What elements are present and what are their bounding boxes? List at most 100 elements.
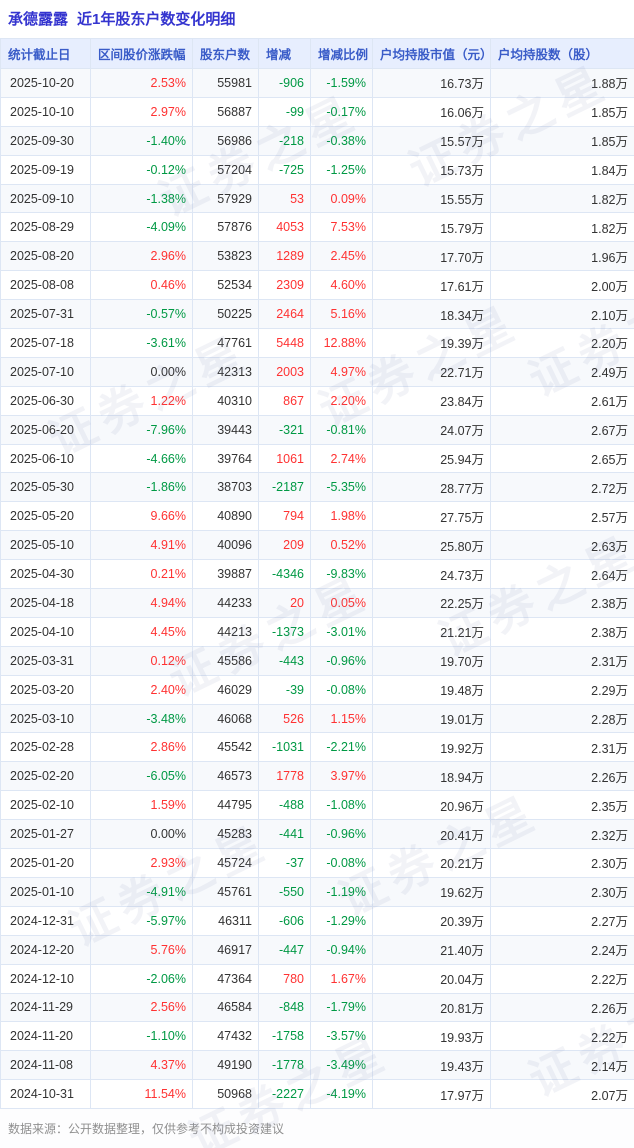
cell-avg-shares: 1.85万 <box>491 97 634 126</box>
cell-date: 2025-05-10 <box>1 531 91 560</box>
cell-delta: -218 <box>259 126 311 155</box>
cell-change-pct: 9.66% <box>91 502 193 531</box>
cell-holders: 47364 <box>193 964 259 993</box>
cell-date: 2025-09-10 <box>1 184 91 213</box>
cell-avg-shares: 2.10万 <box>491 300 634 329</box>
cell-avg-value: 16.73万 <box>373 69 491 98</box>
cell-delta-pct: -0.94% <box>311 935 373 964</box>
cell-date: 2024-11-20 <box>1 1022 91 1051</box>
cell-change-pct: 0.21% <box>91 560 193 589</box>
cell-avg-value: 18.94万 <box>373 762 491 791</box>
cell-holders: 46029 <box>193 675 259 704</box>
cell-change-pct: 2.53% <box>91 69 193 98</box>
cell-avg-value: 24.73万 <box>373 560 491 589</box>
cell-delta: 2464 <box>259 300 311 329</box>
cell-delta: -1758 <box>259 1022 311 1051</box>
cell-avg-value: 15.79万 <box>373 213 491 242</box>
cell-avg-value: 23.84万 <box>373 386 491 415</box>
cell-change-pct: 0.12% <box>91 646 193 675</box>
cell-avg-shares: 2.22万 <box>491 1022 634 1051</box>
cell-avg-value: 28.77万 <box>373 473 491 502</box>
cell-avg-shares: 2.64万 <box>491 560 634 589</box>
cell-date: 2025-01-27 <box>1 820 91 849</box>
cell-avg-value: 15.57万 <box>373 126 491 155</box>
cell-change-pct: 4.37% <box>91 1051 193 1080</box>
cell-date: 2024-11-08 <box>1 1051 91 1080</box>
cell-delta-pct: -1.59% <box>311 69 373 98</box>
cell-avg-shares: 2.72万 <box>491 473 634 502</box>
cell-delta-pct: -1.79% <box>311 993 373 1022</box>
cell-holders: 45761 <box>193 877 259 906</box>
cell-avg-value: 20.04万 <box>373 964 491 993</box>
page-title: 承德露露近1年股东户数变化明细 <box>0 0 634 38</box>
cell-avg-value: 18.34万 <box>373 300 491 329</box>
cell-avg-shares: 2.00万 <box>491 271 634 300</box>
cell-delta: -1778 <box>259 1051 311 1080</box>
cell-delta: -906 <box>259 69 311 98</box>
cell-date: 2025-07-10 <box>1 357 91 386</box>
cell-avg-value: 20.96万 <box>373 791 491 820</box>
cell-delta: -37 <box>259 849 311 878</box>
cell-avg-shares: 2.30万 <box>491 849 634 878</box>
cell-avg-shares: 2.07万 <box>491 1080 634 1109</box>
cell-avg-value: 21.21万 <box>373 617 491 646</box>
cell-change-pct: -7.96% <box>91 415 193 444</box>
cell-date: 2025-02-10 <box>1 791 91 820</box>
cell-avg-shares: 2.26万 <box>491 993 634 1022</box>
cell-change-pct: 2.97% <box>91 97 193 126</box>
cell-avg-shares: 2.27万 <box>491 906 634 935</box>
column-header: 区间股价涨跌幅 <box>91 39 193 69</box>
cell-avg-value: 20.81万 <box>373 993 491 1022</box>
cell-date: 2025-08-20 <box>1 242 91 271</box>
cell-delta-pct: 1.15% <box>311 704 373 733</box>
cell-avg-shares: 2.31万 <box>491 733 634 762</box>
cell-delta-pct: 12.88% <box>311 329 373 358</box>
cell-date: 2024-11-29 <box>1 993 91 1022</box>
cell-holders: 49190 <box>193 1051 259 1080</box>
cell-holders: 44213 <box>193 617 259 646</box>
cell-change-pct: -3.61% <box>91 329 193 358</box>
cell-date: 2024-12-31 <box>1 906 91 935</box>
data-source-note: 数据来源：公开数据整理，仅供参考不构成投资建议 <box>0 1109 634 1148</box>
cell-delta-pct: -1.29% <box>311 906 373 935</box>
cell-date: 2025-10-10 <box>1 97 91 126</box>
cell-avg-shares: 2.57万 <box>491 502 634 531</box>
cell-date: 2025-01-20 <box>1 849 91 878</box>
cell-holders: 42313 <box>193 357 259 386</box>
cell-delta: -321 <box>259 415 311 444</box>
column-header: 增减比例 <box>311 39 373 69</box>
stock-name-link[interactable]: 承德露露 <box>8 11 68 28</box>
cell-change-pct: -1.40% <box>91 126 193 155</box>
cell-avg-shares: 2.30万 <box>491 877 634 906</box>
cell-change-pct: -5.97% <box>91 906 193 935</box>
cell-date: 2025-02-28 <box>1 733 91 762</box>
cell-avg-value: 15.73万 <box>373 155 491 184</box>
cell-delta: -550 <box>259 877 311 906</box>
cell-delta-pct: 4.97% <box>311 357 373 386</box>
cell-holders: 53823 <box>193 242 259 271</box>
cell-holders: 45724 <box>193 849 259 878</box>
cell-avg-shares: 2.28万 <box>491 704 634 733</box>
cell-holders: 46068 <box>193 704 259 733</box>
cell-change-pct: 4.91% <box>91 531 193 560</box>
cell-holders: 47432 <box>193 1022 259 1051</box>
cell-date: 2024-10-31 <box>1 1080 91 1109</box>
cell-date: 2025-03-31 <box>1 646 91 675</box>
